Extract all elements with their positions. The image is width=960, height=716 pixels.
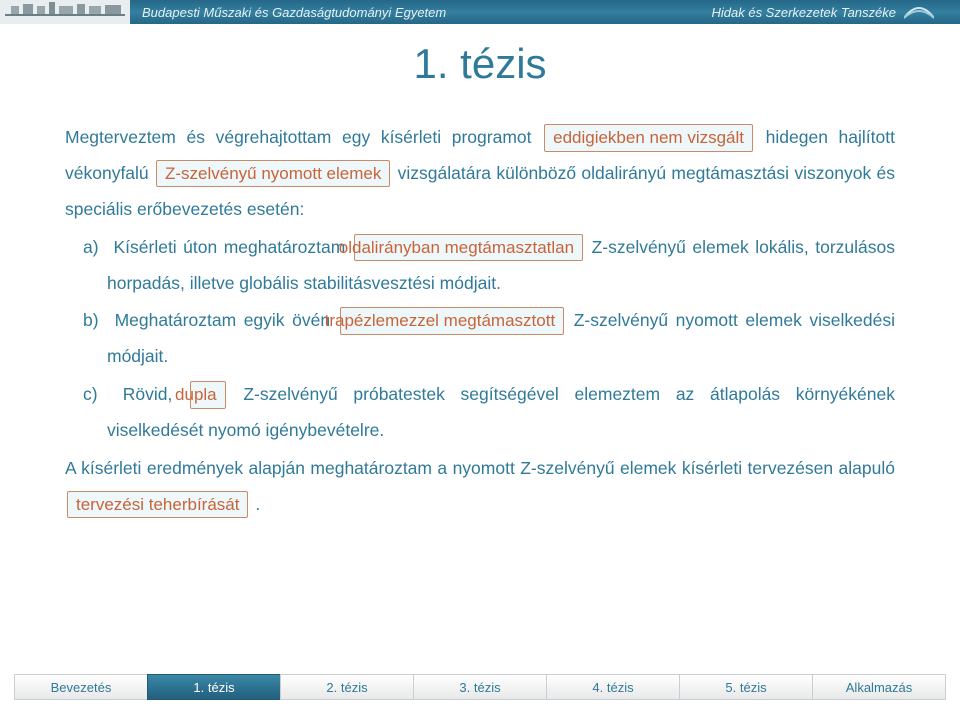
- nav-item-tezis-2[interactable]: 2. tézis: [280, 674, 414, 700]
- list-label: c): [83, 377, 107, 413]
- list-item-b: b) Meghatároztam egyik övén trapézlemezz…: [65, 303, 895, 375]
- header-left-title: Budapesti Műszaki és Gazdaságtudományi E…: [130, 5, 711, 20]
- slide: Budapesti Műszaki és Gazdaságtudományi E…: [0, 0, 960, 716]
- list-item-c: c) Rövid, dupla Z-szelvényű próbatestek …: [65, 377, 895, 449]
- bridge-icon: [904, 4, 934, 20]
- highlight-box: trapézlemezzel megtámasztott: [340, 307, 565, 335]
- nav-item-tezis-1[interactable]: 1. tézis: [147, 674, 281, 700]
- list-label: b): [83, 303, 107, 339]
- university-logo: [0, 0, 130, 24]
- header-bar: Budapesti Műszaki és Gazdaságtudományi E…: [0, 0, 960, 24]
- text: .: [255, 494, 260, 514]
- nav-item-tezis-4[interactable]: 4. tézis: [546, 674, 680, 700]
- slide-title: 1. tézis: [0, 40, 960, 88]
- text: Meghatároztam egyik övén: [115, 310, 338, 330]
- nav-item-alkalmazas[interactable]: Alkalmazás: [812, 674, 946, 700]
- text: Kísérleti úton meghatároztam: [113, 237, 351, 257]
- list-label: a): [83, 230, 107, 266]
- text: Megterveztem és végrehajtottam egy kísér…: [65, 127, 542, 147]
- nav-item-bevezetes[interactable]: Bevezetés: [14, 674, 148, 700]
- list-item-a: a) Kísérleti úton meghatároztam oldalirá…: [65, 230, 895, 302]
- header-right-title: Hidak és Szerkezetek Tanszéke: [711, 4, 960, 20]
- nav-bar: Bevezetés 1. tézis 2. tézis 3. tézis 4. …: [14, 674, 946, 700]
- paragraph-intro: Megterveztem és végrehajtottam egy kísér…: [65, 120, 895, 228]
- highlight-box: oldalirányban megtámasztatlan: [354, 234, 583, 262]
- highlight-box: eddigiekben nem vizsgált: [544, 124, 753, 152]
- paragraph-final: A kísérleti eredmények alapján meghatáro…: [65, 451, 895, 523]
- content-area: Megterveztem és végrehajtottam egy kísér…: [65, 120, 895, 525]
- text: A kísérleti eredmények alapján meghatáro…: [65, 458, 895, 478]
- department-name: Hidak és Szerkezetek Tanszéke: [711, 5, 896, 20]
- highlight-box: dupla: [190, 381, 226, 409]
- nav-item-tezis-5[interactable]: 5. tézis: [679, 674, 813, 700]
- highlight-box: tervezési teherbírását: [67, 491, 248, 519]
- nav-item-tezis-3[interactable]: 3. tézis: [413, 674, 547, 700]
- highlight-box: Z-szelvényű nyomott elemek: [156, 160, 390, 188]
